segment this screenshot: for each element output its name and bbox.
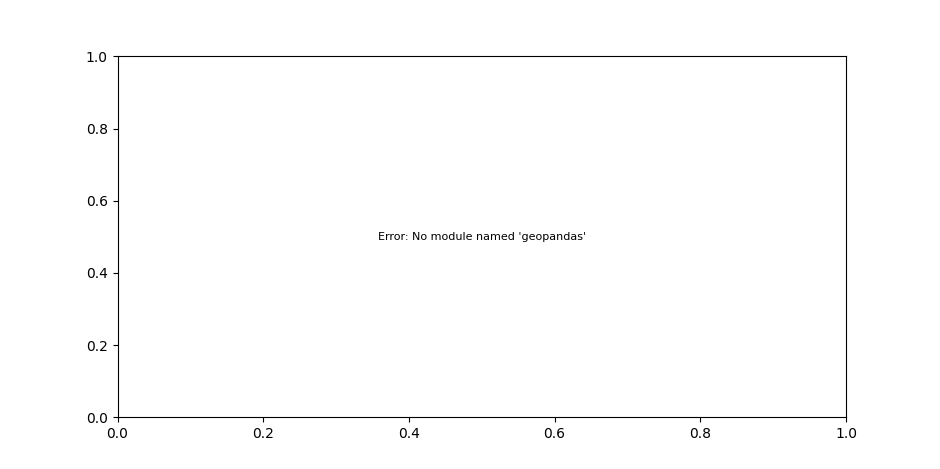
Text: Error: No module named 'geopandas': Error: No module named 'geopandas' [378,232,586,242]
